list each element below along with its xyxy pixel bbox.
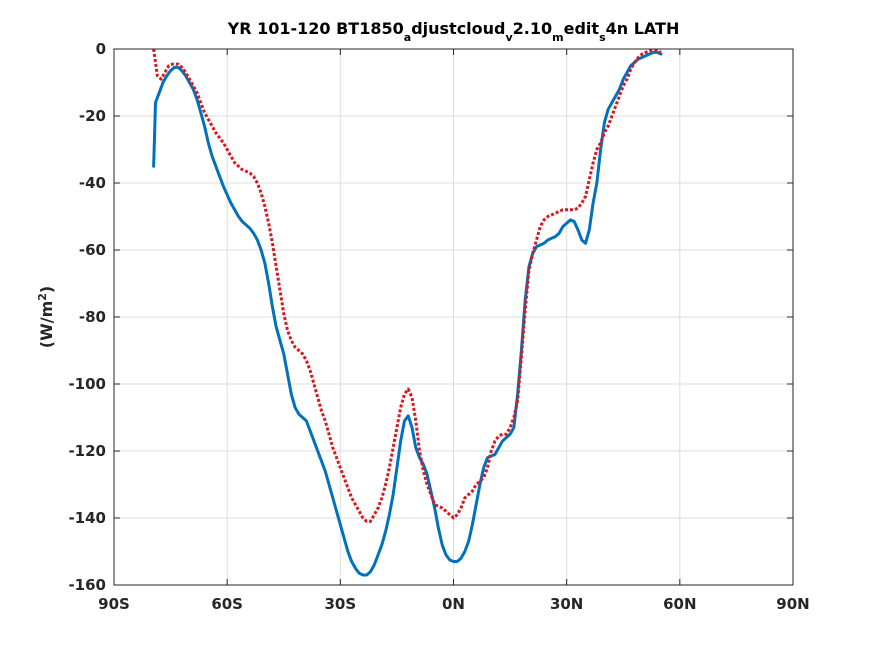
x-tick-label: 30N [550,595,583,613]
x-tick-label: 60N [663,595,696,613]
x-tick-label: 90S [98,595,130,613]
x-tick-label: 0N [442,595,465,613]
y-tick-label: -40 [79,174,106,192]
y-tick-label: 0 [96,40,106,58]
x-tick-label: 60S [211,595,243,613]
y-tick-label: -120 [68,442,106,460]
chart-title: YR 101-120 BT1850adjustcloudv2.10medits4… [227,19,680,44]
y-tick-label: -160 [68,576,106,594]
y-tick-label: -60 [79,241,106,259]
y-tick-label: -20 [79,107,106,125]
y-axis-label: (W/m2) [36,286,57,348]
y-tick-label: -140 [68,509,106,527]
x-tick-label: 30S [324,595,356,613]
series-group [152,48,663,577]
x-tick-label: 90N [776,595,809,613]
y-tick-label: -100 [68,375,106,393]
labels: 90S 60S 30S 0N 30N 60N 90N 0 -20 -40 -60 -80 -100 -12… [36,19,810,613]
series-line-1 [152,50,663,577]
y-tick-label: -80 [79,308,106,326]
series-line-2 [152,48,662,523]
ticks [113,48,794,586]
